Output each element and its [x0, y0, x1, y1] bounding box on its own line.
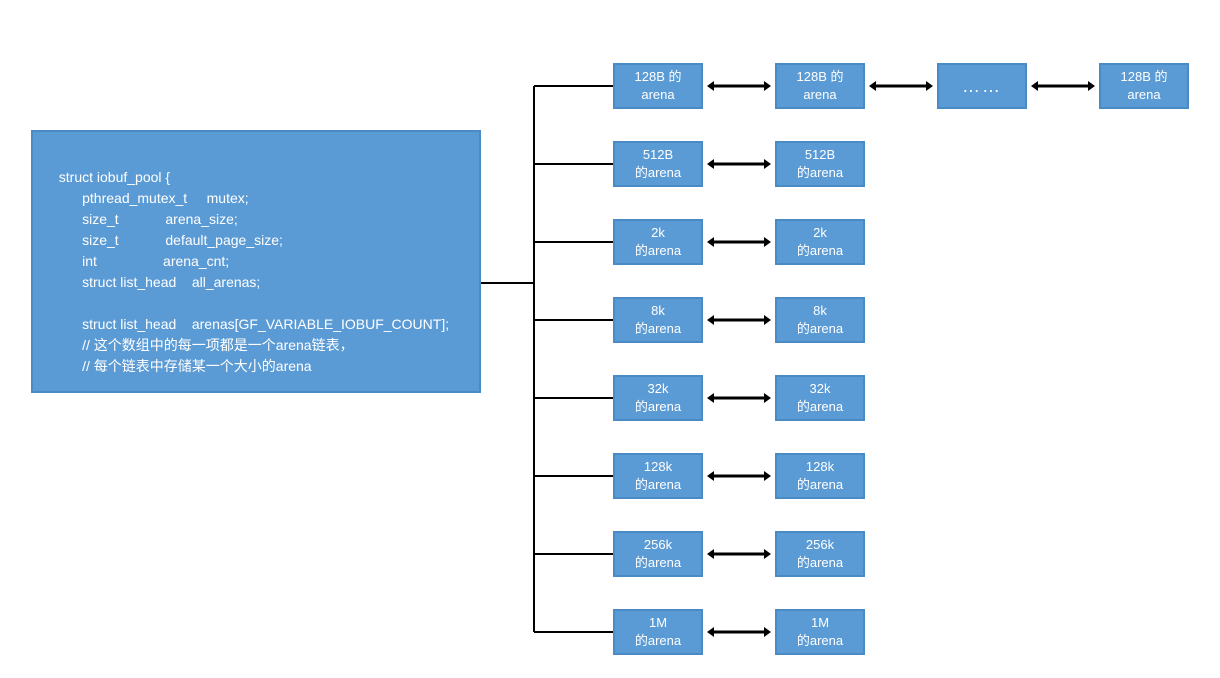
arena-box: 2k的arena [775, 219, 865, 265]
arena-label-line: 256k [777, 536, 863, 554]
arena-label-line: 的arena [615, 398, 701, 416]
arena-box: 128B 的arena [1099, 63, 1189, 109]
arena-label-line: 32k [777, 380, 863, 398]
arena-label-line: 的arena [615, 554, 701, 572]
arena-box: 32k的arena [775, 375, 865, 421]
arena-label-line: arena [777, 86, 863, 104]
arena-label-line: 32k [615, 380, 701, 398]
struct-code-box: struct iobuf_pool { pthread_mutex_t mute… [31, 130, 481, 393]
arena-label-line: 的arena [615, 242, 701, 260]
arena-box: 512B的arena [613, 141, 703, 187]
arena-label-line: arena [1101, 86, 1187, 104]
arena-label-line: 的arena [777, 476, 863, 494]
arena-box: 128B 的arena [775, 63, 865, 109]
code-text: struct iobuf_pool { pthread_mutex_t mute… [51, 169, 449, 374]
arena-box: 32k的arena [613, 375, 703, 421]
arena-box: 128B 的arena [613, 63, 703, 109]
arena-label-line: 2k [615, 224, 701, 242]
arena-label-line: arena [615, 86, 701, 104]
arena-box: 8k的arena [613, 297, 703, 343]
arena-label-line: 的arena [615, 476, 701, 494]
arena-label-line: 128B 的 [1101, 68, 1187, 86]
arena-label-line: 1M [615, 614, 701, 632]
arena-ellipsis: …… [937, 63, 1027, 109]
arena-label-line: 128k [777, 458, 863, 476]
arena-label-line: 的arena [777, 632, 863, 650]
arena-label-line: 8k [615, 302, 701, 320]
arena-box: 128k的arena [775, 453, 865, 499]
arena-label-line: 512B [777, 146, 863, 164]
arena-label-line: 的arena [777, 242, 863, 260]
arena-box: 512B的arena [775, 141, 865, 187]
arena-label-line: 的arena [777, 398, 863, 416]
arena-label-line: 128B 的 [777, 68, 863, 86]
arena-label-line: 的arena [615, 320, 701, 338]
arena-label-line: 128k [615, 458, 701, 476]
arena-label-line: 的arena [777, 164, 863, 182]
arena-label-line: 的arena [777, 554, 863, 572]
arena-label-line: 1M [777, 614, 863, 632]
arena-label-line: 的arena [615, 164, 701, 182]
arena-label-line: 512B [615, 146, 701, 164]
arena-label-line: 2k [777, 224, 863, 242]
arena-label-line: 256k [615, 536, 701, 554]
arena-box: 1M的arena [613, 609, 703, 655]
arena-label-line: 128B 的 [615, 68, 701, 86]
arena-box: 128k的arena [613, 453, 703, 499]
arena-box: 256k的arena [613, 531, 703, 577]
arena-label-line: 的arena [615, 632, 701, 650]
arena-box: 2k的arena [613, 219, 703, 265]
arena-box: 256k的arena [775, 531, 865, 577]
arena-box: 1M的arena [775, 609, 865, 655]
arena-label-line: 8k [777, 302, 863, 320]
arena-label-line: …… [939, 74, 1025, 98]
arena-label-line: 的arena [777, 320, 863, 338]
arena-box: 8k的arena [775, 297, 865, 343]
